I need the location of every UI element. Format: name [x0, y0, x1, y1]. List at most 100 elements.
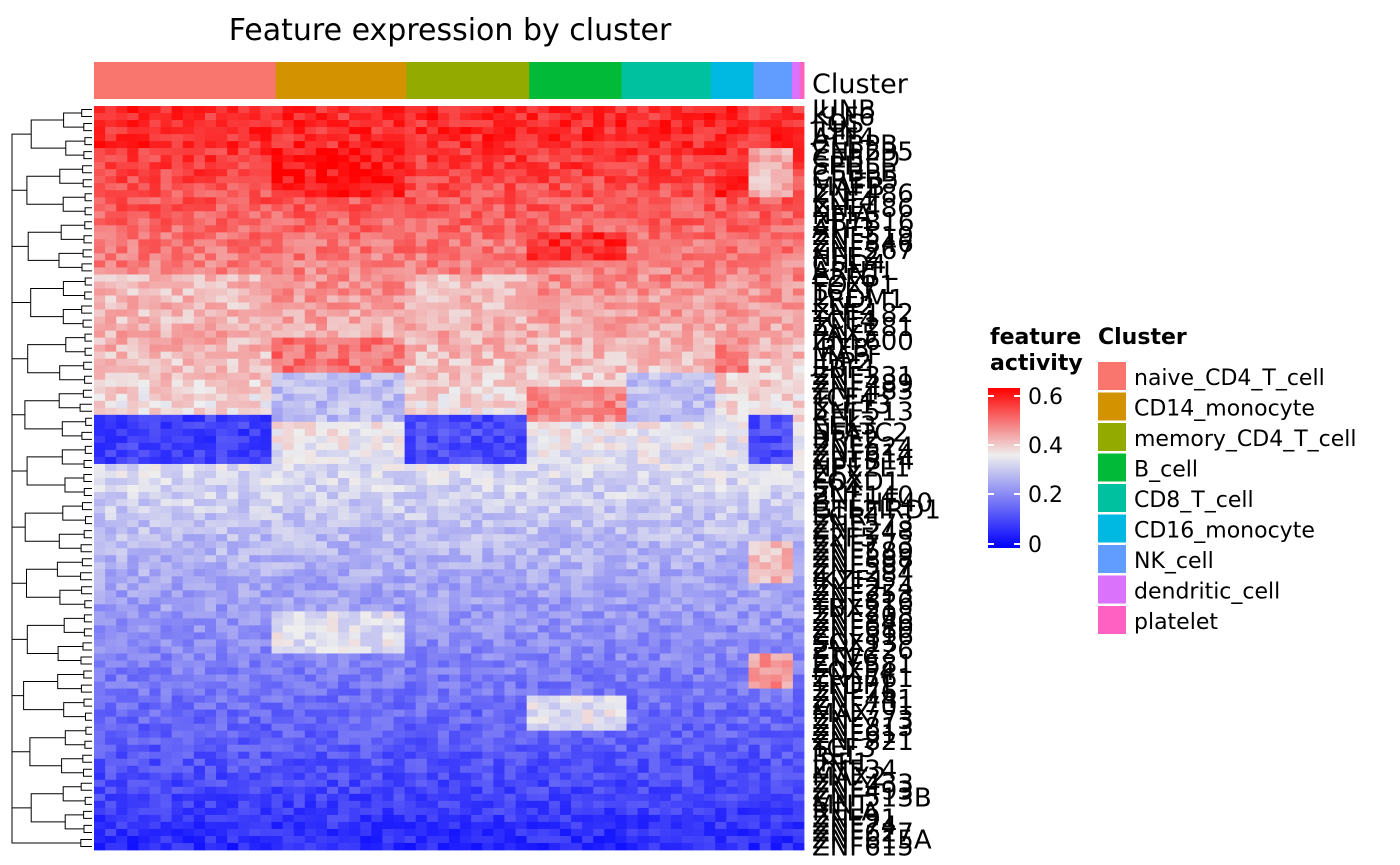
heatmap-cell	[781, 190, 794, 198]
heatmap-cell	[504, 421, 516, 430]
heatmap-cell	[415, 134, 428, 142]
heatmap-cell	[338, 162, 350, 170]
heatmap-cell	[537, 274, 550, 282]
heatmap-cell	[460, 625, 472, 633]
heatmap-cell	[326, 372, 339, 381]
heatmap-cell	[404, 632, 417, 640]
heatmap-cell	[571, 583, 583, 591]
heatmap-cell	[460, 309, 472, 317]
heatmap-cell	[460, 428, 472, 437]
heatmap-cell	[382, 246, 394, 254]
heatmap-cell	[659, 618, 672, 626]
heatmap-cell	[338, 120, 350, 128]
heatmap-cell	[326, 555, 339, 563]
heatmap-cell	[537, 449, 550, 458]
heatmap-cell	[582, 344, 594, 353]
heatmap-cell	[393, 316, 406, 324]
heatmap-cell	[415, 246, 428, 254]
heatmap-cell	[238, 218, 250, 226]
heatmap-cell	[304, 155, 317, 163]
heatmap-cell	[238, 386, 250, 395]
heatmap-cell	[360, 358, 372, 367]
heatmap-cell	[792, 590, 805, 598]
heatmap-cell	[726, 463, 738, 472]
heatmap-cell	[193, 274, 206, 282]
heatmap-cell	[648, 246, 661, 254]
heatmap-cell	[604, 541, 616, 549]
heatmap-cell	[704, 295, 716, 303]
heatmap-cell	[105, 583, 117, 591]
heatmap-cell	[748, 169, 761, 177]
heatmap-cell	[437, 169, 450, 177]
heatmap-cell	[493, 541, 505, 549]
heatmap-cell	[404, 534, 417, 542]
heatmap-cell	[160, 239, 173, 247]
heatmap-cell	[759, 513, 772, 521]
heatmap-cell	[349, 576, 361, 584]
heatmap-cell	[526, 576, 539, 584]
heatmap-cell	[449, 414, 461, 423]
heatmap-cell	[282, 281, 295, 289]
heatmap-cell	[426, 232, 439, 240]
heatmap-cell	[371, 134, 383, 142]
heatmap-cell	[304, 492, 317, 500]
heatmap-cell	[670, 499, 683, 507]
heatmap-cell	[249, 372, 261, 381]
heatmap-cell	[326, 169, 339, 177]
heatmap-cell	[715, 534, 727, 542]
heatmap-cell	[160, 225, 173, 233]
heatmap-cell	[404, 358, 417, 367]
heatmap-cell	[704, 618, 716, 626]
heatmap-cell	[94, 106, 106, 114]
heatmap-cell	[182, 267, 195, 275]
heatmap-cell	[349, 260, 361, 268]
heatmap-cell	[615, 134, 627, 142]
heatmap-cell	[360, 281, 372, 289]
heatmap-cell	[648, 541, 661, 549]
heatmap-cell	[471, 541, 483, 549]
heatmap-cell	[759, 442, 772, 451]
heatmap-cell	[460, 127, 472, 135]
heatmap-cell	[293, 583, 306, 591]
heatmap-cell	[227, 400, 239, 409]
heatmap-cell	[726, 176, 738, 184]
heatmap-cell	[582, 513, 594, 521]
heatmap-cell	[460, 646, 472, 654]
heatmap-cell	[193, 232, 206, 240]
heatmap-cell	[371, 639, 383, 647]
heatmap-cell	[670, 365, 683, 374]
heatmap-cell	[160, 113, 173, 121]
heatmap-cell	[382, 393, 394, 402]
heatmap-cell	[105, 646, 117, 654]
heatmap-cell	[548, 190, 561, 198]
heatmap-cell	[449, 597, 461, 605]
heatmap-cell	[548, 232, 561, 240]
heatmap-cell	[349, 218, 361, 226]
heatmap-cell	[582, 569, 594, 577]
heatmap-cell	[105, 499, 117, 507]
heatmap-cell	[138, 204, 150, 212]
heatmap-cell	[304, 442, 317, 451]
heatmap-cell	[182, 506, 195, 514]
heatmap-cell	[648, 386, 661, 395]
heatmap-cell	[404, 134, 417, 142]
heatmap-cell	[160, 597, 173, 605]
heatmap-cell	[160, 232, 173, 240]
heatmap-cell	[681, 127, 694, 135]
heatmap-cell	[493, 393, 505, 402]
heatmap-cell	[681, 309, 694, 317]
heatmap-cell	[615, 478, 627, 486]
heatmap-cell	[648, 597, 661, 605]
heatmap-cell	[426, 225, 439, 233]
heatmap-cell	[105, 478, 117, 486]
heatmap-cell	[693, 435, 705, 444]
heatmap-cell	[604, 646, 616, 654]
heatmap-cell	[138, 548, 150, 556]
heatmap-cell	[648, 323, 661, 331]
heatmap-cell	[781, 597, 794, 605]
heatmap-cell	[382, 597, 394, 605]
heatmap-cell	[659, 183, 672, 191]
heatmap-cell	[149, 639, 161, 647]
heatmap-cell	[626, 344, 638, 353]
heatmap-cell	[415, 281, 428, 289]
